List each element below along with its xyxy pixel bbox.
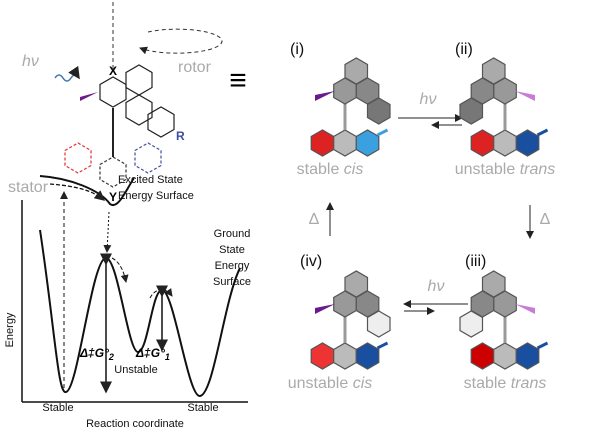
state-caption: unstable trans: [455, 161, 556, 178]
barrier-label: Δ‡G°1: [135, 346, 170, 362]
state-number: (ii): [455, 41, 473, 58]
ring: [64, 142, 92, 174]
ring: [355, 342, 380, 370]
downhill-arrow: [111, 257, 129, 283]
state-number: (i): [290, 41, 304, 58]
step-label: Δ: [309, 211, 320, 228]
bond: [376, 341, 389, 350]
isomer: cis: [344, 161, 364, 178]
ring: [366, 97, 391, 125]
step-label: hν: [428, 278, 445, 295]
r-label: R: [176, 129, 185, 143]
light-label: hν: [22, 53, 39, 70]
barrier-sub: 1: [165, 352, 170, 362]
ring: [493, 129, 517, 157]
relax-arrow: [49, 183, 105, 201]
ring: [470, 342, 495, 370]
step-label: Δ: [540, 211, 551, 228]
y-label: Y: [109, 190, 117, 204]
ring: [134, 142, 162, 174]
methyl: [515, 91, 535, 101]
methyl: [515, 304, 535, 314]
ring: [310, 129, 335, 157]
methyl: [315, 304, 335, 314]
stability: unstable: [455, 161, 516, 178]
ring: [99, 156, 127, 188]
methyl: [315, 91, 335, 101]
ground-label: State: [219, 244, 245, 256]
barrier-sub: 2: [108, 352, 114, 362]
step-label: hν: [420, 91, 437, 108]
x-axis-title: Reaction coordinate: [86, 418, 184, 430]
methyl: [80, 92, 98, 101]
light-wave: [54, 65, 80, 82]
isomer: cis: [353, 375, 373, 392]
stability: stable: [464, 375, 507, 392]
state-caption: unstable cis: [288, 375, 373, 392]
ring: [515, 342, 540, 370]
stability: unstable: [288, 375, 349, 392]
bond: [536, 128, 549, 137]
stator-label: stator: [8, 179, 49, 196]
ground-label: Energy: [215, 260, 250, 272]
ring: [125, 64, 153, 96]
ring: [99, 76, 127, 108]
ground-curve: [39, 229, 241, 398]
ring: [459, 310, 484, 338]
barrier-label: Δ‡G°2: [79, 346, 114, 362]
minimum-label: Stable: [187, 402, 218, 414]
ring: [459, 97, 484, 125]
state-caption: stable cis: [297, 161, 364, 178]
ring: [470, 129, 495, 157]
stability: stable: [297, 161, 340, 178]
ring: [333, 342, 357, 370]
state-number: (iv): [300, 253, 322, 270]
barrier-symbol: Δ‡G°: [135, 346, 165, 360]
bond: [536, 341, 549, 350]
state-caption: stable trans: [464, 375, 547, 392]
y-axis-title: Energy: [4, 312, 16, 347]
bond: [376, 128, 389, 137]
excited-label: Energy Surface: [118, 190, 194, 202]
decay-arrow: [103, 211, 112, 253]
ground-label: Surface: [213, 276, 251, 288]
x-label: X: [109, 64, 117, 78]
ring: [333, 129, 357, 157]
ring: [366, 310, 391, 338]
rotor-label: rotor: [178, 59, 212, 76]
excited-label: Excited State: [118, 174, 183, 186]
rotation-arrow: [139, 28, 223, 55]
ground-label: Ground: [214, 228, 251, 240]
ring: [355, 129, 380, 157]
state-number: (iii): [465, 253, 486, 270]
ring: [515, 129, 540, 157]
isomer: trans: [511, 375, 547, 392]
minimum-label: Stable: [42, 402, 73, 414]
ring: [310, 342, 335, 370]
minimum-label: Unstable: [114, 364, 157, 376]
isomer: trans: [520, 161, 556, 178]
ring: [493, 342, 517, 370]
ring: [147, 106, 175, 138]
equivalence: ≡: [229, 64, 247, 97]
ring: [125, 94, 153, 126]
barrier-symbol: Δ‡G°: [79, 346, 109, 360]
excited-curve: [39, 175, 135, 207]
